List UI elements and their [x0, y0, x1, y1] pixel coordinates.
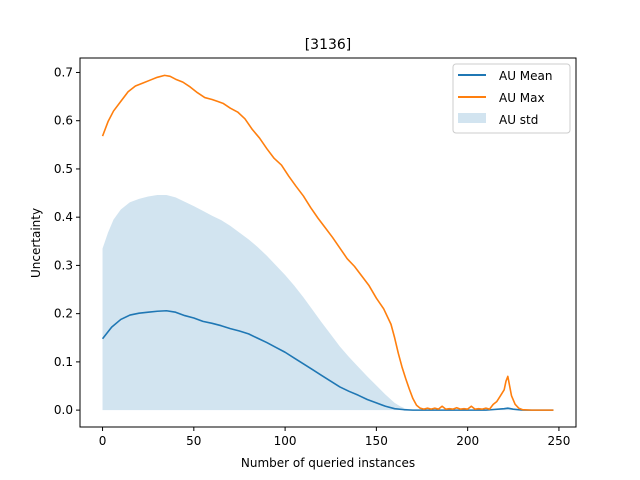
legend-std-label: AU std	[499, 113, 538, 127]
au-mean-line	[101, 309, 554, 411]
x-axis-label: Number of queried instances	[241, 456, 415, 470]
y-tick-label: 0.3	[54, 258, 73, 272]
x-tick-label: 100	[274, 434, 297, 448]
axes-frame	[79, 57, 577, 428]
au-max-line	[101, 74, 554, 411]
y-tick-label: 0.6	[54, 114, 73, 128]
y-tick-label: 0.5	[54, 162, 73, 176]
legend-std-swatch	[458, 113, 486, 123]
y-tick-label: 0.0	[54, 403, 73, 417]
legend: AU Mean AU Max AU std	[452, 63, 571, 134]
y-tick-label: 0.1	[54, 355, 73, 369]
x-tick-label: 50	[186, 434, 201, 448]
y-tick-label: 0.4	[54, 210, 73, 224]
x-tick-label: 250	[547, 434, 570, 448]
legend-max-label: AU Max	[499, 91, 545, 105]
legend-box	[452, 63, 571, 134]
legend-mean-label: AU Mean	[499, 69, 553, 83]
x-tick-label: 0	[99, 434, 107, 448]
ticks: 0 50 100 150 200 250 0.0 0.1 0.2 0.3 0.4 0.5 0.6 0.7	[54, 65, 570, 448]
y-tick-label: 0.7	[54, 65, 73, 79]
au-std-band	[102, 194, 554, 411]
y-tick-label: 0.2	[54, 307, 73, 321]
chart-title: [3136]	[305, 37, 352, 53]
y-axis-label: Uncertainty	[29, 208, 43, 278]
x-tick-label: 200	[456, 434, 479, 448]
plot-area	[101, 74, 554, 411]
x-tick-label: 150	[365, 434, 388, 448]
